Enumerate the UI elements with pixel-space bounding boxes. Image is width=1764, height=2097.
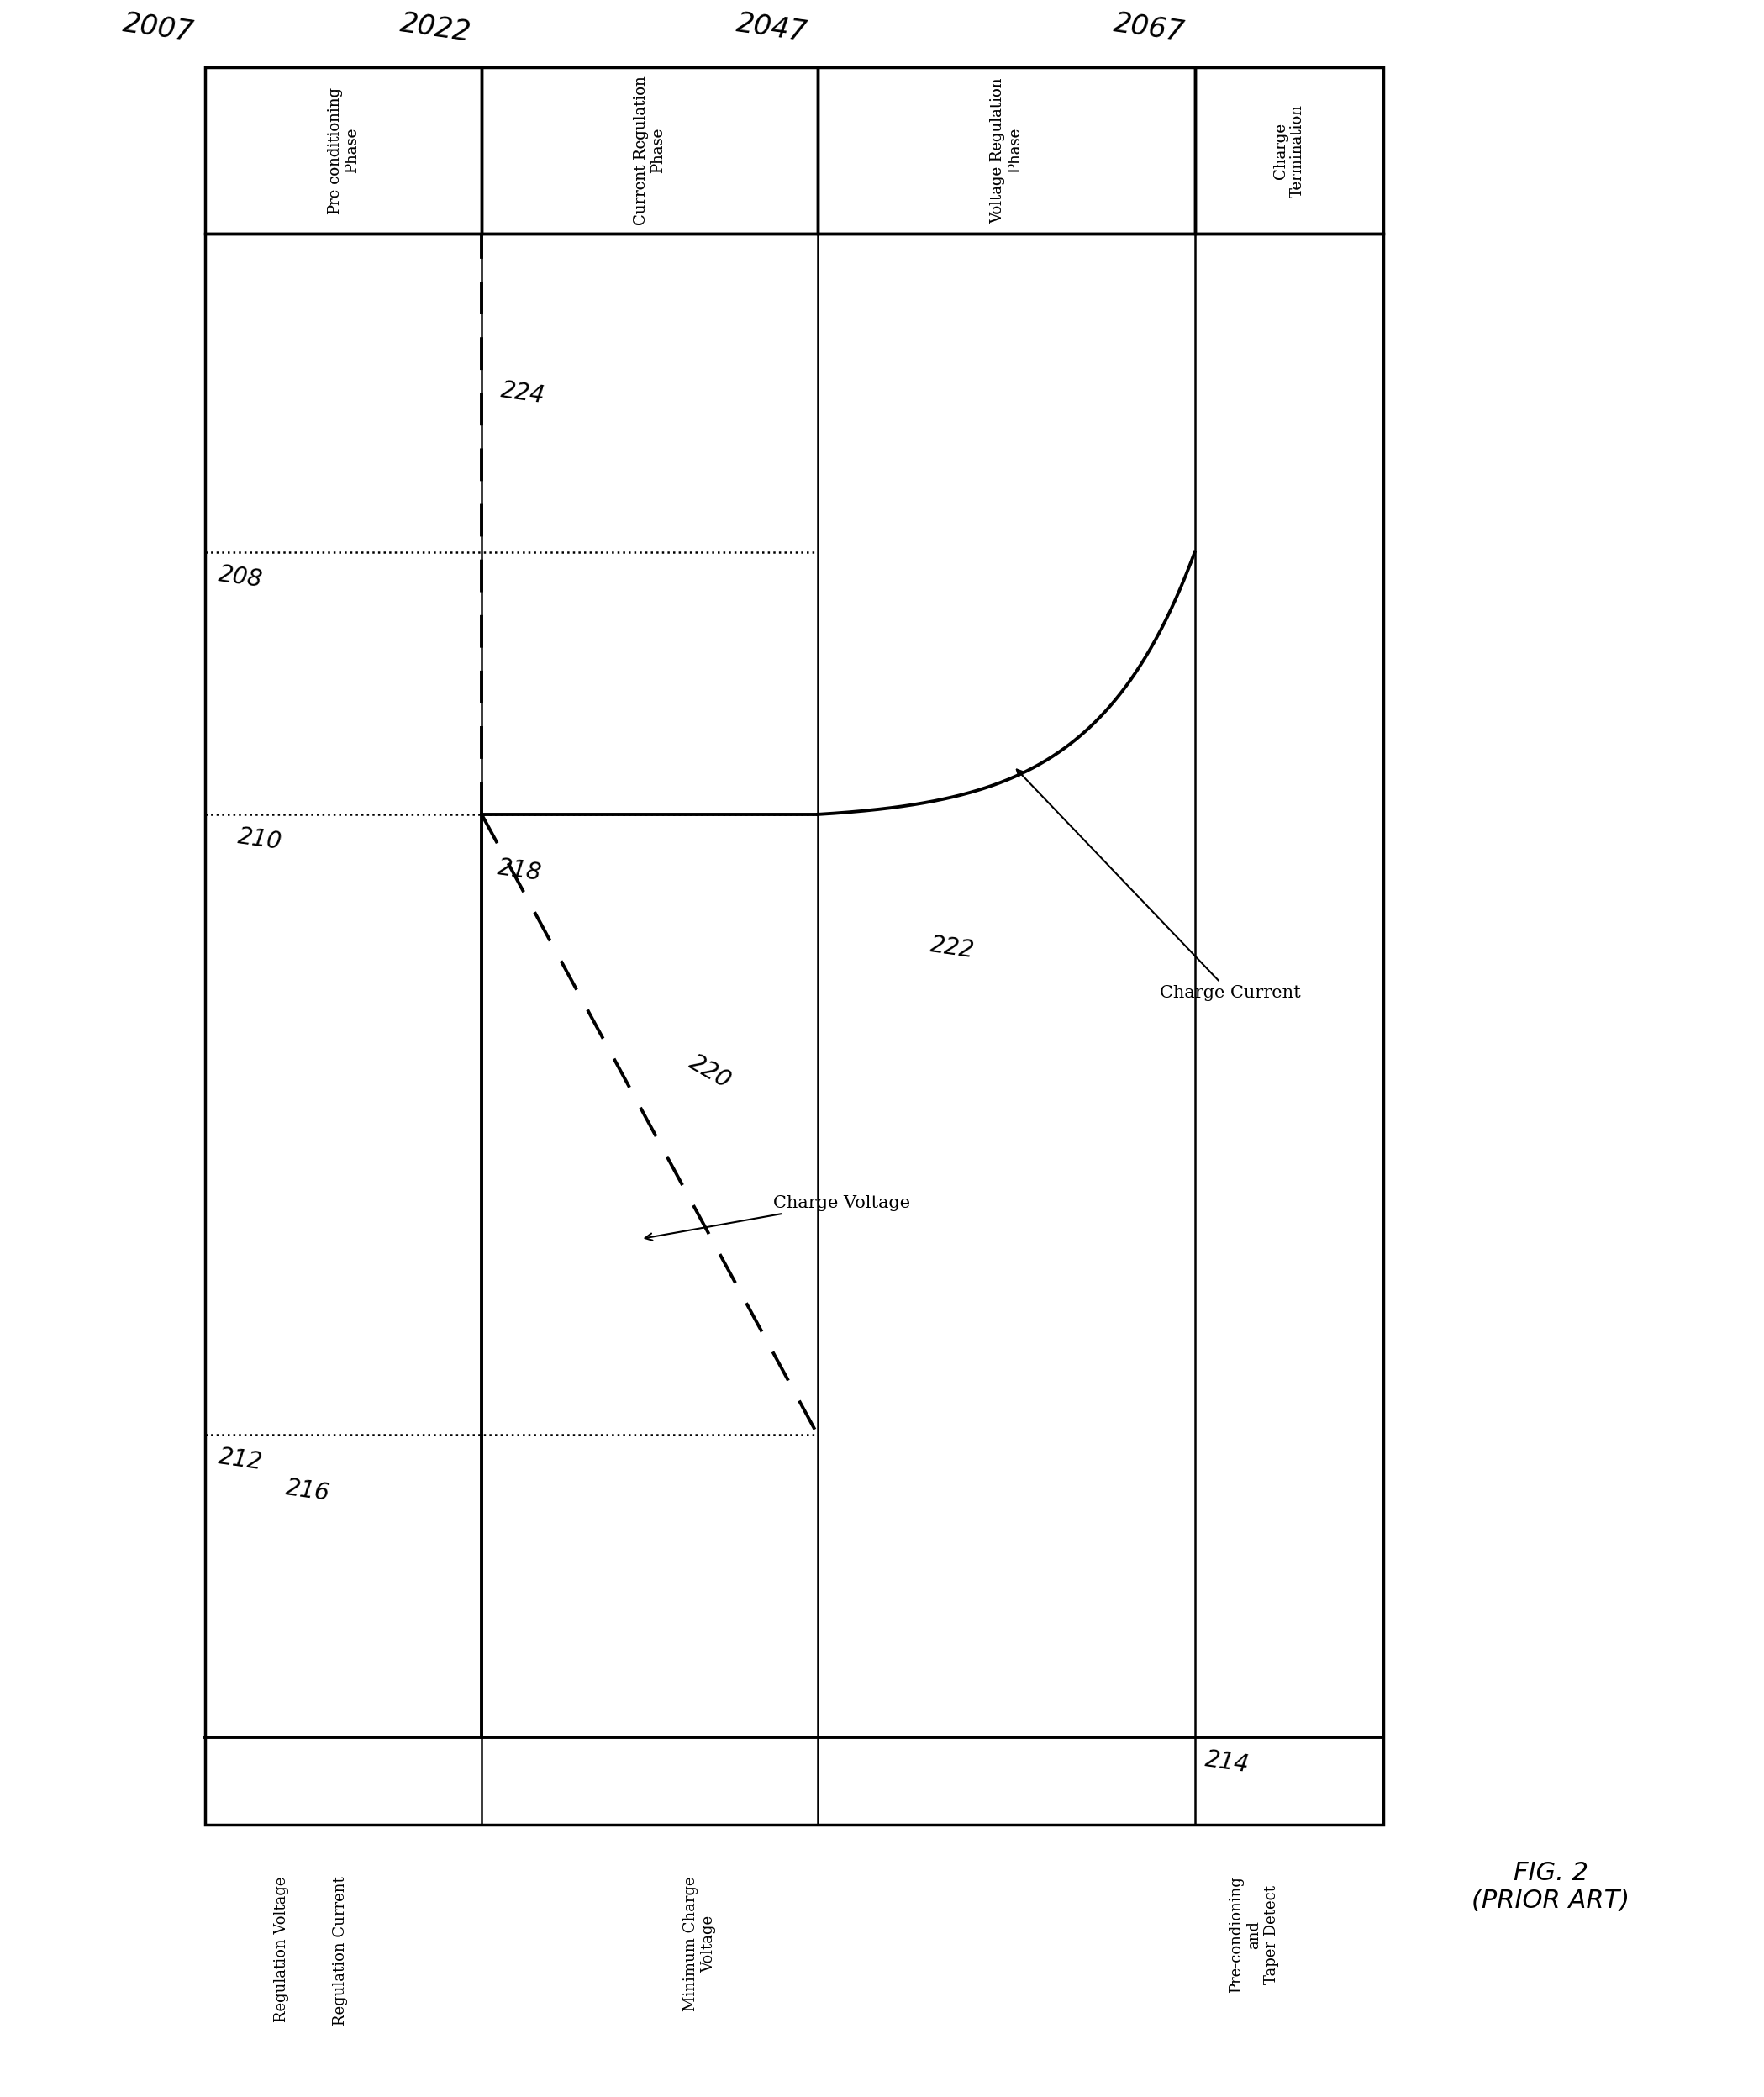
Text: 220: 220 <box>684 1051 736 1093</box>
Text: Pre-conditioning
Phase: Pre-conditioning Phase <box>326 86 360 214</box>
Bar <box>482 67 817 235</box>
Text: 224: 224 <box>499 377 547 407</box>
Text: Pre-conditioning
Phase: Pre-conditioning Phase <box>326 86 360 214</box>
Text: 2007: 2007 <box>122 8 196 46</box>
Text: Voltage Regulation
Phase: Voltage Regulation Phase <box>990 78 1023 224</box>
Text: 208: 208 <box>217 562 265 591</box>
Text: Current Regulation
Phase: Current Regulation Phase <box>633 75 667 224</box>
Text: Voltage Regulation
Phase: Voltage Regulation Phase <box>990 78 1023 224</box>
Bar <box>205 235 1383 1824</box>
Text: 2047: 2047 <box>734 8 810 46</box>
Text: Regulation Voltage: Regulation Voltage <box>273 1877 289 2022</box>
Text: Voltage Regulation
Phase: Voltage Regulation Phase <box>990 78 1023 224</box>
Bar <box>1194 67 1383 235</box>
Text: 222: 222 <box>928 933 975 963</box>
Text: 210: 210 <box>236 824 284 853</box>
Text: 218: 218 <box>496 856 543 885</box>
Bar <box>817 67 1194 235</box>
Text: 216: 216 <box>284 1476 332 1506</box>
Text: Regulation Current: Regulation Current <box>333 1877 348 2026</box>
Text: 2067: 2067 <box>1111 8 1185 46</box>
Text: Charge Current: Charge Current <box>1016 770 1300 1000</box>
Text: 214: 214 <box>1203 1747 1251 1776</box>
Text: 2022: 2022 <box>399 8 473 46</box>
Text: Minimum Charge
Voltage: Minimum Charge Voltage <box>683 1877 716 2011</box>
Text: Charge Voltage: Charge Voltage <box>646 1195 910 1239</box>
Text: Pre-condioning
and
Taper Detect: Pre-condioning and Taper Detect <box>1230 1877 1279 1992</box>
Text: Current Regulation
Phase: Current Regulation Phase <box>633 75 667 224</box>
Bar <box>205 67 482 235</box>
Text: Charge
Termination: Charge Termination <box>1274 105 1305 197</box>
Text: Charge
Termination: Charge Termination <box>1274 105 1305 197</box>
Text: 212: 212 <box>217 1445 265 1474</box>
Text: FIG. 2
(PRIOR ART): FIG. 2 (PRIOR ART) <box>1471 1860 1630 1912</box>
Text: Pre-conditioning
Phase: Pre-conditioning Phase <box>326 86 360 214</box>
Text: Charge
Termination: Charge Termination <box>1274 105 1305 197</box>
Text: Current Regulation
Phase: Current Regulation Phase <box>633 75 667 224</box>
